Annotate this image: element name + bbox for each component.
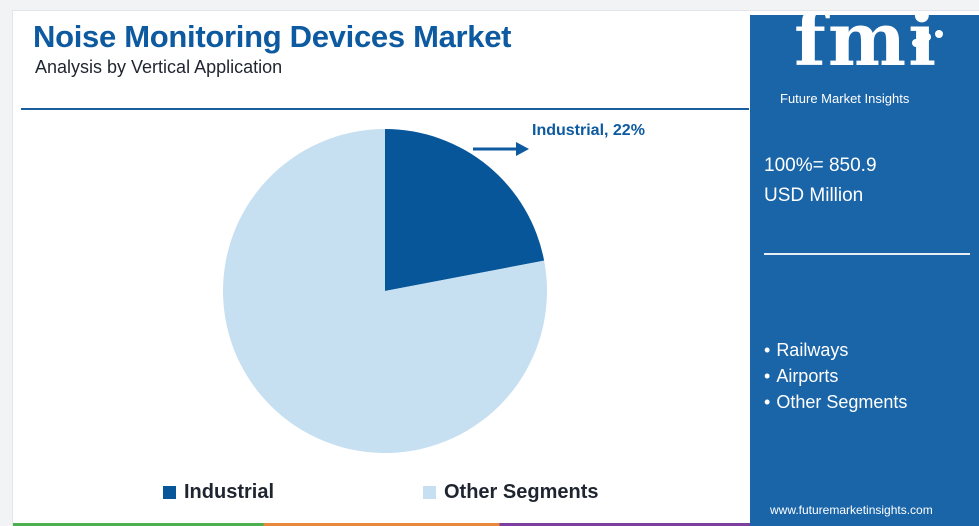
legend-item-other-segments: Other Segments: [423, 481, 598, 504]
legend-swatch-other-segments: [423, 486, 436, 499]
title-divider: [21, 108, 749, 110]
market-total-value: 100%= 850.9: [764, 155, 877, 176]
market-total-unit: USD Million: [764, 185, 864, 206]
logo-caption: Future Market Insights: [780, 91, 910, 106]
market-total: 100%= 850.9 USD Million: [764, 151, 877, 211]
other-segments-list: Railways Airports Other Segments: [764, 337, 907, 415]
sidebar-divider: [764, 253, 970, 255]
chart-subtitle: Analysis by Vertical Application: [35, 57, 283, 77]
legend-label-industrial: Industrial: [184, 481, 275, 503]
chart-title: Noise Monitoring Devices Market: [33, 19, 512, 54]
pie-slice-industrial: [385, 129, 545, 291]
annotation-arrow: [473, 142, 529, 156]
legend-swatch-industrial: [163, 486, 176, 499]
segment-item-railways: Railways: [764, 337, 907, 363]
logo-dots-icon: [912, 30, 943, 47]
industrial-data-label: Industrial, 22%: [532, 122, 645, 139]
website-link[interactable]: www.futuremarketinsights.com: [770, 503, 933, 517]
pie-slice-other-segments: [223, 129, 548, 454]
legend-label-other-segments: Other Segments: [444, 481, 599, 503]
pie-chart: Industrial, 22%: [223, 122, 645, 454]
chart-card: Noise Monitoring Devices Market Analysis…: [12, 10, 979, 526]
segment-item-other-segments: Other Segments: [764, 389, 907, 415]
segment-item-airports: Airports: [764, 363, 907, 389]
info-sidebar: fmi Future Market Insights 100%= 850.9 U…: [750, 11, 979, 526]
legend-item-industrial: Industrial: [163, 481, 274, 504]
